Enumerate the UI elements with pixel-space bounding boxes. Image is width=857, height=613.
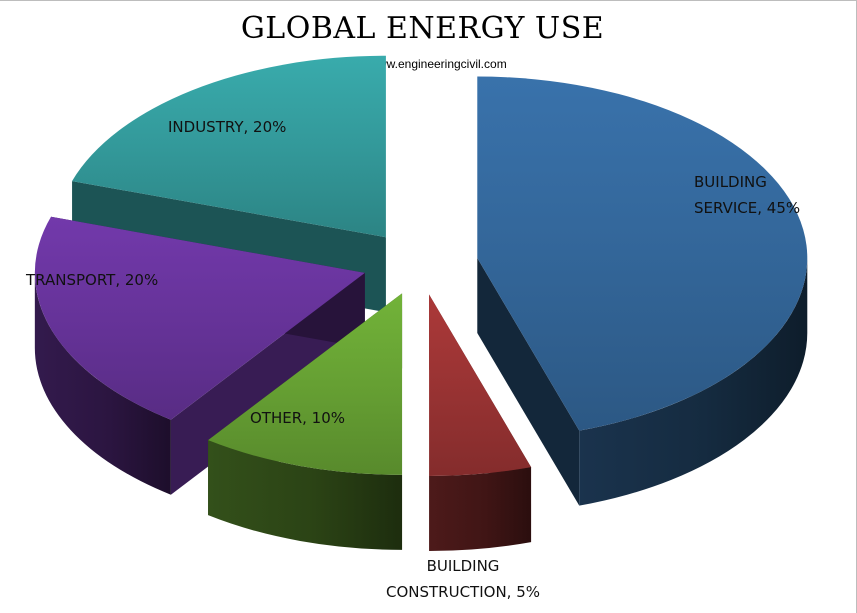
slice-label-line: BUILDING — [694, 173, 767, 191]
slice-side-wall — [429, 467, 532, 552]
slice-label-transport: TRANSPORT, 20% — [26, 267, 158, 293]
slice-label-line: CONSTRUCTION, 5% — [385, 583, 540, 601]
slice-side-wall — [579, 258, 808, 506]
slice-top-face — [429, 294, 532, 477]
chart-title: GLOBAL ENERGY USE — [240, 11, 605, 46]
slice-label-line: INDUSTRY, 20% — [168, 118, 287, 136]
slice-top-face — [477, 76, 808, 431]
slice-side-wall — [34, 272, 171, 495]
slice-label-line: SERVICE, 45% — [694, 199, 801, 217]
chart-subtitle: www.engineeringcivil.com — [369, 57, 507, 71]
slice-label-line: BUILDING — [426, 557, 500, 575]
slice-label-other: OTHER, 10% — [250, 405, 345, 431]
slice-label-industry: INDUSTRY, 20% — [168, 114, 286, 140]
slice-label-building-service: BUILDING SERVICE, 45% — [694, 169, 800, 221]
slice-building-construction — [429, 294, 532, 552]
slice-label-line: TRANSPORT, 20% — [26, 271, 159, 289]
slice-label-line: OTHER, 10% — [250, 409, 346, 427]
slice-top-face — [208, 293, 403, 475]
slice-top-face — [72, 55, 386, 238]
slice-building-service — [477, 76, 808, 506]
slice-other — [208, 293, 403, 550]
slice-side-wall — [208, 440, 403, 550]
slice-transport — [34, 216, 365, 495]
slice-top-face — [34, 216, 365, 420]
slice-cut-face — [477, 258, 580, 506]
slice-label-building-construction: BUILDING CONSTRUCTION, 5% — [373, 553, 553, 605]
